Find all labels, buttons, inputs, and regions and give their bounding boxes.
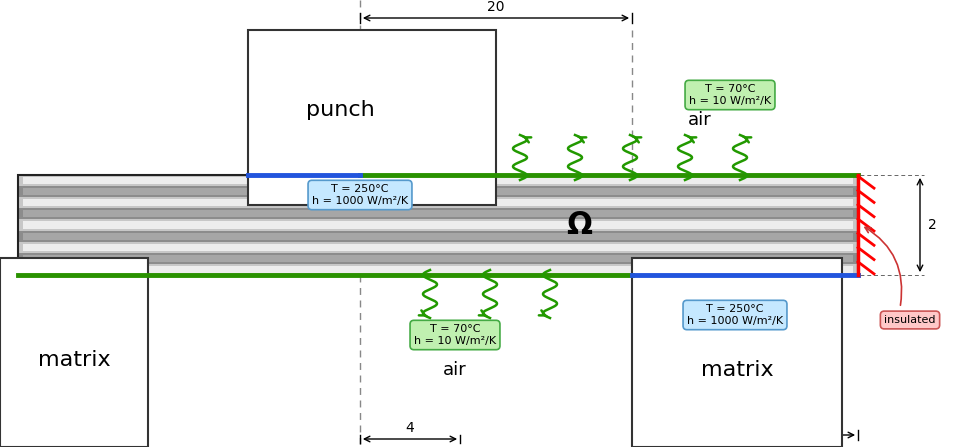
Bar — [23, 255, 853, 262]
Text: T = 70°C
h = 10 W/m²/K: T = 70°C h = 10 W/m²/K — [414, 324, 496, 346]
Text: 20: 20 — [737, 416, 754, 430]
Text: matrix: matrix — [38, 350, 110, 370]
Bar — [18, 208, 858, 219]
Text: T = 250°C
h = 1000 W/m²/K: T = 250°C h = 1000 W/m²/K — [312, 184, 408, 206]
Text: T = 70°C
h = 10 W/m²/K: T = 70°C h = 10 W/m²/K — [689, 84, 771, 106]
Bar — [23, 188, 853, 195]
Bar — [18, 197, 858, 208]
Text: air: air — [443, 361, 467, 379]
Bar — [23, 221, 853, 228]
Text: 20: 20 — [487, 0, 505, 14]
Text: 4: 4 — [406, 421, 414, 435]
Bar — [18, 242, 858, 253]
Text: 2: 2 — [928, 218, 937, 232]
Text: T = 250°C
h = 1000 W/m²/K: T = 250°C h = 1000 W/m²/K — [687, 304, 783, 326]
Bar — [18, 264, 858, 275]
Text: $\boldsymbol{\Omega}$: $\boldsymbol{\Omega}$ — [566, 211, 594, 240]
Bar — [23, 211, 853, 217]
Bar — [18, 219, 858, 231]
Bar — [23, 199, 853, 207]
Bar — [18, 186, 858, 197]
Bar — [23, 232, 853, 240]
Text: insulated: insulated — [884, 315, 936, 325]
Text: air: air — [688, 111, 712, 129]
Bar — [23, 177, 853, 184]
Text: matrix: matrix — [701, 360, 774, 380]
Bar — [18, 175, 858, 275]
Bar — [18, 253, 858, 264]
Text: punch: punch — [306, 100, 375, 120]
Bar — [18, 231, 858, 242]
Bar — [632, 258, 842, 447]
Bar — [23, 244, 853, 251]
Bar — [23, 266, 853, 273]
Bar — [0, 258, 148, 447]
Bar — [18, 175, 858, 186]
Bar — [248, 30, 496, 205]
